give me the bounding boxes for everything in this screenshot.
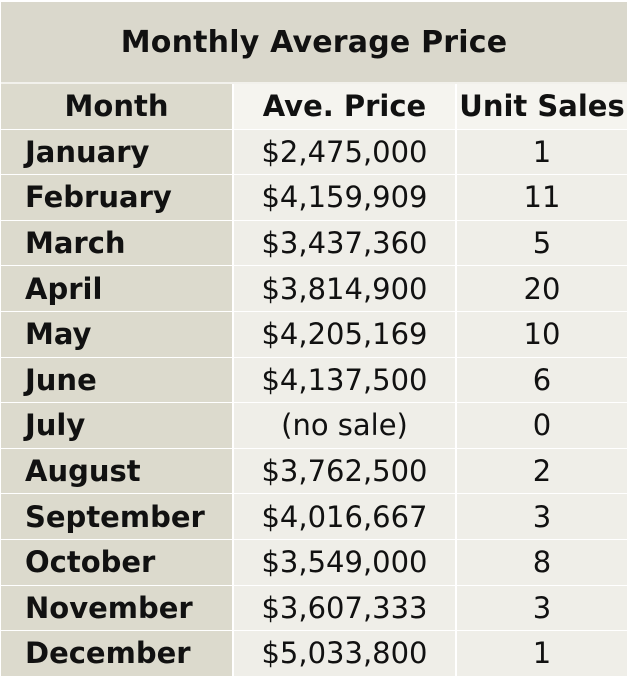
table-cell-unit-sales: 11 [455,175,627,221]
table-cell-month: May [1,311,232,358]
table-cell-ave-price: $5,033,800 [232,631,455,677]
table-cell-unit-sales: 1 [455,129,627,176]
table-cell-month: November [1,585,232,632]
table-cell-unit-sales: 3 [455,585,627,632]
header-month: Month [1,84,232,130]
table-cell-ave-price: $3,437,360 [232,220,455,267]
table-cell-ave-price: (no sale) [232,403,455,449]
table-cell-ave-price: $3,762,500 [232,448,455,495]
table-cell-unit-sales: 10 [455,311,627,358]
table-cell-month: January [1,129,232,176]
table-cell-unit-sales: 20 [455,266,627,312]
table-cell-unit-sales: 8 [455,539,627,586]
table-cell-month: December [1,631,232,677]
table-cell-unit-sales: 5 [455,220,627,267]
table-cell-ave-price: $4,016,667 [232,494,455,540]
table-cell-unit-sales: 1 [455,631,627,677]
header-unit-sales: Unit Sales [455,84,627,130]
table-cell-month: April [1,266,232,312]
table-cell-ave-price: $2,475,000 [232,129,455,176]
table-cell-unit-sales: 6 [455,357,627,404]
table-cell-ave-price: $3,549,000 [232,539,455,586]
table-cell-unit-sales: 2 [455,448,627,495]
table-cell-unit-sales: 0 [455,403,627,449]
table-cell-month: September [1,494,232,540]
table-cell-ave-price: $3,607,333 [232,585,455,632]
table-cell-ave-price: $4,137,500 [232,357,455,404]
table-cell-ave-price: $3,814,900 [232,266,455,312]
table-cell-month: August [1,448,232,495]
table-cell-month: June [1,357,232,404]
table-cell-month: July [1,403,232,449]
table-cell-unit-sales: 3 [455,494,627,540]
table-cell-month: March [1,220,232,267]
table-grid: Month Ave. Price Unit Sales January $2,47… [1,84,627,677]
table-title: Monthly Average Price [1,2,627,82]
table-cell-month: February [1,175,232,221]
header-ave-price: Ave. Price [232,84,455,130]
table-cell-month: October [1,539,232,586]
table-cell-ave-price: $4,159,909 [232,175,455,221]
table-cell-ave-price: $4,205,169 [232,311,455,358]
